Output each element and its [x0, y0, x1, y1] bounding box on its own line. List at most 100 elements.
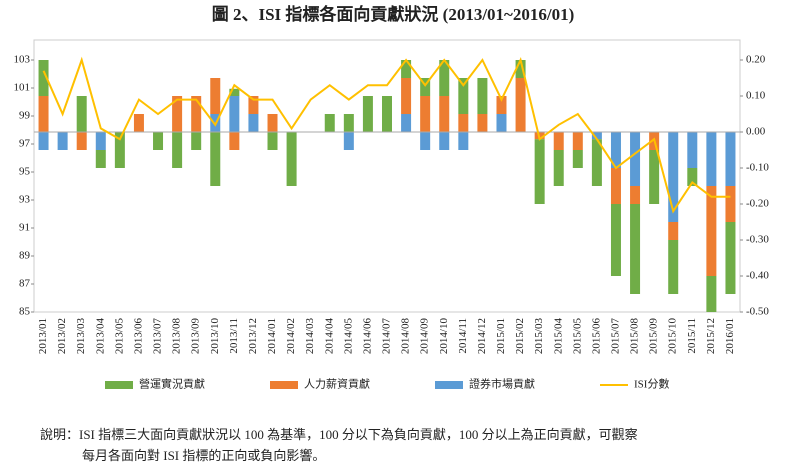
y-tick-label: 103 — [14, 54, 31, 66]
bar — [362, 96, 373, 132]
y-tick-label: 85 — [19, 306, 31, 318]
x-tick-label: 2014/07 — [381, 318, 393, 355]
y-tick-label: 91 — [19, 222, 30, 234]
x-tick-label: 2015/12 — [705, 318, 717, 354]
bar — [76, 96, 87, 132]
bar — [76, 132, 87, 150]
bar — [725, 222, 736, 294]
bar — [286, 132, 297, 186]
bar — [725, 186, 736, 222]
bar — [401, 60, 412, 78]
bar — [420, 96, 431, 132]
legend-swatch — [105, 381, 133, 389]
bar — [210, 132, 221, 186]
x-tick-label: 2014/09 — [419, 318, 431, 355]
bar — [458, 114, 469, 132]
bar — [706, 132, 717, 186]
bar — [610, 132, 621, 168]
x-tick-label: 2015/03 — [533, 318, 545, 355]
x-tick-label: 2014/08 — [400, 318, 412, 355]
bar — [95, 150, 106, 168]
bar — [343, 114, 354, 132]
y-tick-label: 93 — [19, 194, 31, 206]
bar — [420, 78, 431, 96]
plot-frame — [33, 39, 741, 313]
y2-tick-label: -0.20 — [746, 198, 769, 210]
y-tick-label: 97 — [19, 138, 31, 150]
bar — [267, 132, 278, 150]
bar — [668, 240, 679, 294]
bar — [496, 114, 507, 132]
bar — [477, 78, 488, 114]
x-tick-label: 2014/02 — [285, 318, 297, 354]
bar — [496, 96, 507, 114]
bar — [515, 78, 526, 132]
bar — [324, 114, 335, 132]
y2-tick-label: 0.10 — [746, 90, 766, 102]
bar — [133, 114, 144, 132]
bar — [420, 132, 431, 150]
x-tick-label: 2014/03 — [304, 318, 316, 355]
x-tick-label: 2016/01 — [724, 318, 736, 354]
y2-tick-label: 0.00 — [746, 126, 766, 138]
bar — [668, 222, 679, 240]
chart-title: 圖 2、ISI 指標各面向貢獻狀況 (2013/01~2016/01) — [212, 4, 575, 24]
bar — [649, 150, 660, 204]
x-tick-label: 2014/01 — [266, 318, 278, 354]
x-tick-label: 2013/05 — [113, 318, 125, 355]
bar — [382, 96, 392, 132]
bar — [458, 132, 469, 150]
bar — [572, 150, 583, 168]
y2-tick-label: -0.10 — [746, 162, 769, 174]
bar — [610, 168, 621, 204]
x-tick-label: 2014/05 — [342, 318, 354, 355]
bar — [706, 276, 717, 312]
bar — [630, 186, 641, 204]
x-tick-label: 2014/11 — [457, 318, 469, 354]
x-tick-label: 2013/02 — [56, 318, 68, 354]
legend-label: ISI分數 — [634, 378, 669, 391]
bar — [477, 114, 488, 132]
bar — [229, 132, 240, 150]
x-tick-label: 2013/10 — [209, 318, 221, 355]
bar — [515, 60, 526, 78]
bar — [191, 132, 202, 150]
bar — [439, 60, 450, 96]
bar — [114, 132, 125, 168]
x-tick-label: 2015/11 — [686, 318, 698, 354]
legend-swatch — [270, 381, 298, 389]
bar — [439, 132, 450, 150]
bar — [458, 78, 469, 114]
x-tick-label: 2013/04 — [94, 318, 106, 355]
note: 每月各面向對 ISI 指標的正向或負向影響。 — [82, 448, 325, 463]
y2-tick-label: -0.30 — [746, 234, 769, 246]
bar — [439, 96, 450, 132]
y2-tick-label: -0.50 — [746, 306, 769, 318]
bar — [591, 132, 602, 140]
y-tick-label: 87 — [19, 278, 31, 290]
x-tick-label: 2015/09 — [648, 318, 660, 355]
bar — [401, 78, 412, 114]
x-tick-label: 2013/12 — [247, 318, 259, 354]
bar — [668, 132, 679, 222]
x-tick-label: 2013/03 — [75, 318, 87, 355]
bar — [38, 132, 49, 150]
bar — [172, 132, 183, 168]
bar — [591, 139, 602, 186]
x-tick-label: 2015/02 — [514, 318, 526, 354]
bar — [630, 204, 641, 294]
legend-swatch — [435, 381, 463, 389]
bar — [706, 186, 717, 276]
legend-label: 營運實況貢獻 — [139, 377, 205, 391]
bar — [248, 96, 259, 114]
x-tick-label: 2013/07 — [152, 318, 164, 355]
bar — [343, 132, 354, 150]
bar — [95, 132, 106, 150]
x-tick-label: 2013/09 — [190, 318, 202, 355]
y-tick-label: 95 — [19, 166, 31, 178]
bar — [172, 96, 183, 132]
bar — [229, 96, 240, 132]
legend-label: 證券市場貢獻 — [469, 377, 535, 391]
x-tick-label: 2013/11 — [228, 318, 240, 354]
bar — [267, 114, 278, 132]
